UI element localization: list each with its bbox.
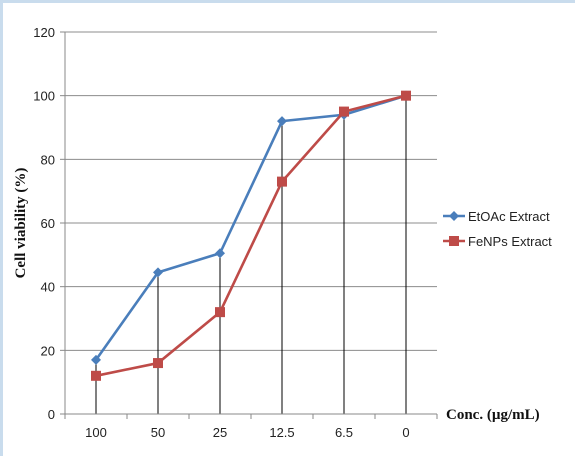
data-point [153, 358, 163, 369]
data-point [91, 370, 101, 381]
legend: EtOAc Extract FeNPs Extract [443, 209, 552, 249]
y-tick-labels: 0 20 40 60 80 100 120 [33, 25, 55, 422]
x-tick-label: 50 [151, 425, 165, 440]
series-line [95, 94, 407, 378]
y-tick-label: 20 [41, 343, 55, 358]
legend-label: EtOAc Extract [468, 209, 550, 224]
y-tick-label: 100 [33, 89, 55, 104]
legend-marker [449, 236, 459, 246]
y-tick-label: 120 [33, 25, 55, 40]
y-tick-label: 0 [48, 407, 55, 422]
data-point [91, 354, 101, 365]
x-tick-label: 12.5 [269, 425, 294, 440]
data-point [277, 116, 287, 127]
series-2 [91, 90, 411, 381]
x-axis-label: Conc. (µg/mL) [446, 407, 540, 423]
series-1 [91, 90, 411, 365]
data-point [215, 307, 225, 318]
legend-label: FeNPs Extract [468, 234, 552, 249]
series-line [94, 94, 407, 361]
x-tick-label: 0 [402, 425, 409, 440]
y-tick-label: 60 [41, 216, 55, 231]
data-point [153, 267, 163, 278]
y-axis-label: Cell viability (%) [13, 168, 29, 279]
data-point [215, 248, 225, 259]
legend-item: EtOAc Extract [443, 209, 550, 224]
data-point [401, 90, 411, 101]
series-group [91, 90, 411, 381]
x-tick-labels: 100 50 25 12.5 6.5 0 [85, 425, 409, 440]
drop-lines [95, 95, 407, 414]
data-point [277, 176, 287, 187]
gridlines [60, 31, 438, 419]
x-tick-label: 25 [213, 425, 227, 440]
y-tick-label: 80 [41, 152, 55, 167]
legend-marker [449, 211, 459, 221]
data-point [339, 106, 349, 117]
y-tick-label: 40 [41, 280, 55, 295]
x-tick-label: 100 [85, 425, 107, 440]
legend-item: FeNPs Extract [443, 234, 552, 249]
x-tick-label: 6.5 [335, 425, 353, 440]
